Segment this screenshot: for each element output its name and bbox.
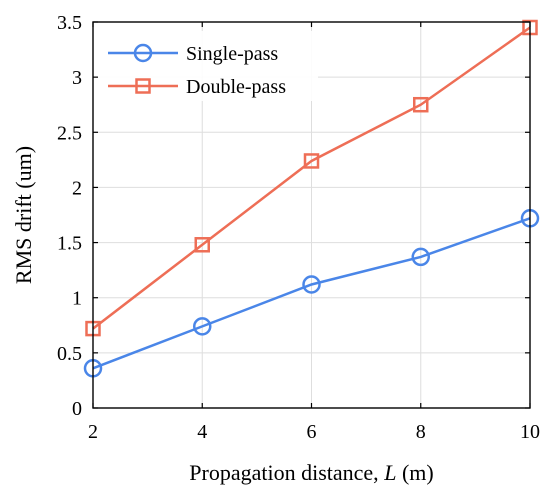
x-axis-title-prefix: Propagation distance, — [189, 460, 384, 485]
legend-label-single-pass: Single-pass — [186, 43, 278, 65]
y-tick-label: 0 — [72, 398, 82, 420]
legend-label-double-pass: Double-pass — [186, 76, 286, 98]
y-tick-label: 0.5 — [57, 343, 82, 365]
series-line-double-pass — [92, 26, 531, 330]
data-point-double-pass — [413, 96, 429, 113]
y-tick-label: 3 — [72, 67, 82, 89]
series-line-single-pass — [92, 217, 531, 370]
y-tick-label: 1 — [72, 288, 82, 310]
data-point-double-pass — [303, 153, 320, 169]
x-tick-label: 10 — [520, 421, 540, 443]
legend-marker-single-pass — [133, 43, 153, 63]
y-tick-label: 2 — [72, 177, 82, 199]
x-axis-title-unit: (m) — [396, 460, 433, 485]
legend-marker-double-pass — [135, 78, 151, 94]
y-tick-label: 3.5 — [57, 12, 82, 34]
x-tick-label: 8 — [416, 421, 426, 443]
axis-ticks: 2 4 6 8 10 0 0.5 1 1.5 2 2.5 3 3.5 — [57, 12, 540, 443]
data-point-single-pass — [411, 247, 430, 267]
x-tick-label: 4 — [197, 421, 207, 443]
y-tick-label: 2.5 — [57, 122, 82, 144]
y-tick-label: 1.5 — [57, 233, 82, 255]
x-tick-label: 2 — [88, 421, 98, 443]
y-axis-title: RMS drift (um) — [11, 146, 36, 284]
data-point-single-pass — [302, 275, 321, 294]
legend-box — [98, 31, 318, 101]
x-axis-title-variable: L — [383, 460, 396, 485]
data-point-single-pass — [193, 317, 212, 336]
x-axis-title: Propagation distance, L (m) — [189, 460, 433, 485]
legend: Single-pass Double-pass — [98, 31, 318, 101]
data-point-double-pass — [194, 237, 210, 253]
x-tick-label: 6 — [307, 421, 317, 443]
